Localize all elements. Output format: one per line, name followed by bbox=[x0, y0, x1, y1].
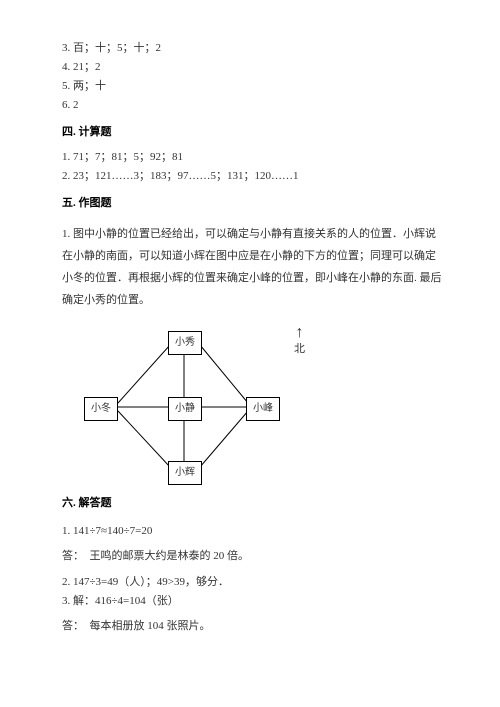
node-right: 小峰 bbox=[246, 397, 280, 421]
q1-calc: 1. 141÷7≈140÷7=20 bbox=[62, 523, 442, 540]
top-line-2: 4. 21；2 bbox=[62, 59, 442, 76]
section-5-title: 五. 作图题 bbox=[62, 195, 442, 212]
page: 3. 百；十；5；十；2 4. 21；2 5. 两；十 6. 2 四. 计算题 … bbox=[0, 0, 500, 707]
north-indicator: ↑ 北 bbox=[294, 325, 305, 358]
section-4-line-1: 1. 71；7；81；5；92；81 bbox=[62, 149, 442, 166]
q2-line: 2. 147÷3=49（人）；49>39，够分． bbox=[62, 574, 442, 591]
q3-answer: 答： 每本相册放 104 张照片。 bbox=[62, 618, 442, 635]
diagram-container: 小秀 小冬 小静 小峰 小辉 ↑ 北 bbox=[76, 325, 442, 485]
node-left: 小冬 bbox=[84, 397, 118, 421]
q3-line: 3. 解：416÷4=104（张） bbox=[62, 593, 442, 610]
node-center: 小静 bbox=[168, 397, 202, 421]
north-label: 北 bbox=[294, 341, 305, 358]
diagram: 小秀 小冬 小静 小峰 小辉 bbox=[76, 325, 286, 485]
top-line-3: 5. 两；十 bbox=[62, 78, 442, 95]
q1-answer: 答： 王鸣的邮票大约是林泰的 20 倍。 bbox=[62, 548, 442, 565]
node-top: 小秀 bbox=[168, 331, 202, 355]
section-6-title: 六. 解答题 bbox=[62, 495, 442, 512]
node-bottom: 小辉 bbox=[168, 461, 202, 485]
top-line-1: 3. 百；十；5；十；2 bbox=[62, 40, 442, 57]
north-arrow-icon: ↑ bbox=[296, 325, 304, 341]
section-4-title: 四. 计算题 bbox=[62, 124, 442, 141]
section-5-paragraph: 1. 图中小静的位置已经给出，可以确定与小静有直接关系的人的位置．小辉说在小静的… bbox=[62, 223, 442, 311]
section-4-line-2: 2. 23；121……3；183；97……5；131；120……1 bbox=[62, 168, 442, 185]
top-line-4: 6. 2 bbox=[62, 97, 442, 114]
